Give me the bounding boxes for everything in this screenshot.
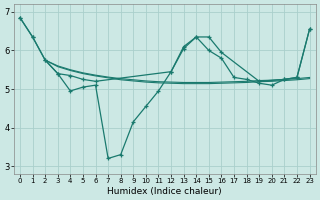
X-axis label: Humidex (Indice chaleur): Humidex (Indice chaleur): [108, 187, 222, 196]
